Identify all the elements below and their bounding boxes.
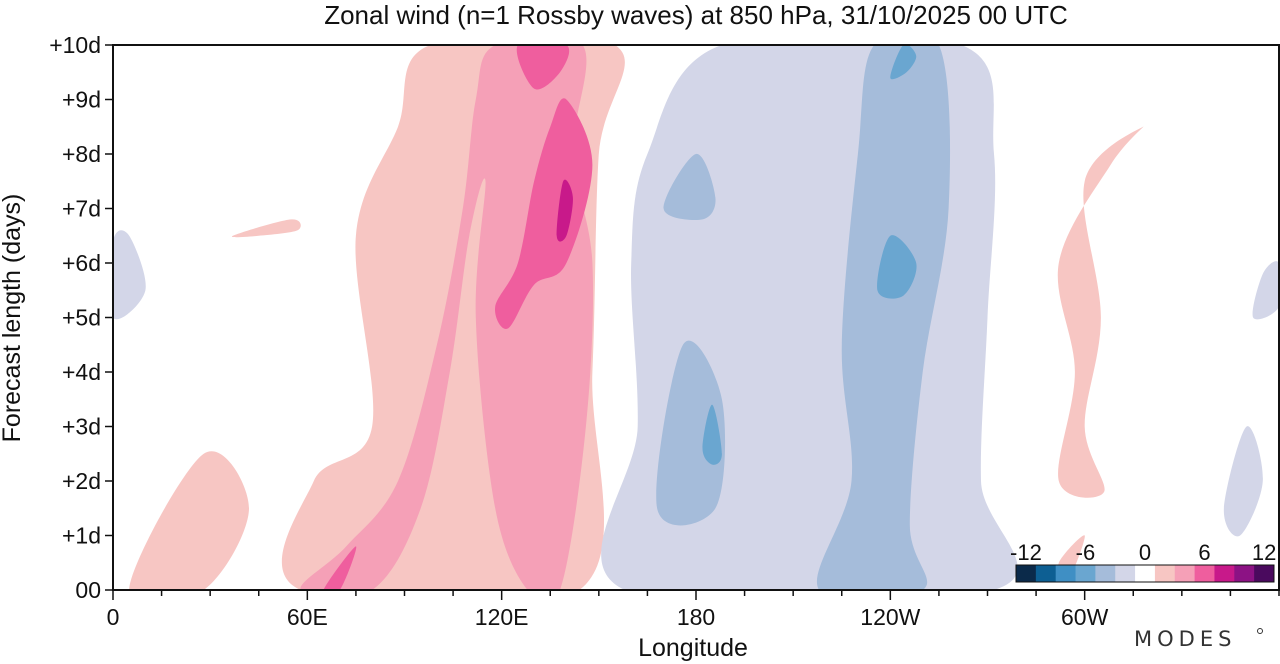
contour-region <box>1057 126 1144 498</box>
y-tick-label: +9d <box>62 87 101 113</box>
contour-region <box>494 98 593 329</box>
colorbar-swatch <box>1115 565 1136 582</box>
colorbar-swatch <box>1154 565 1176 582</box>
colorbar-swatch <box>1055 565 1077 582</box>
x-axis-label: Longitude <box>638 634 748 662</box>
contour-region <box>300 45 594 590</box>
y-tick-label: +8d <box>62 141 101 167</box>
y-tick-label: +2d <box>62 468 101 494</box>
colorbar-legend: -12 -6 0 6 12 <box>1010 540 1276 583</box>
contour-region <box>231 219 301 238</box>
y-axis-label: Forecast length (days) <box>0 194 26 443</box>
colorbar-swatch <box>1214 565 1235 582</box>
colorbar-tick-label: 6 <box>1198 540 1210 565</box>
contour-region <box>601 45 1018 590</box>
registered-mark-icon <box>1257 628 1263 634</box>
colorbar-tick-label: 12 <box>1252 540 1276 565</box>
x-tick-label: 60E <box>287 604 328 630</box>
y-tick-label: +6d <box>62 250 101 276</box>
colorbar-swatch <box>1174 565 1196 582</box>
y-tick-label: 00 <box>75 577 101 603</box>
contour-region <box>877 235 917 299</box>
contour-fills <box>113 45 1279 590</box>
contour-region <box>663 153 716 221</box>
contour-region <box>113 230 146 320</box>
x-tick-label: 120E <box>475 604 529 630</box>
y-tick-label: +7d <box>62 196 101 222</box>
y-tick-label: +5d <box>62 305 101 331</box>
colorbar-swatch <box>1135 565 1156 582</box>
contour-region <box>890 45 917 80</box>
chart-title: Zonal wind (n=1 Rossby waves) at 850 hPa… <box>324 0 1068 30</box>
colorbar-swatch <box>1194 565 1215 582</box>
x-axis-ticks: 0 60E 120E 180 120W 60W <box>107 590 1280 630</box>
colorbar-tick-label: -6 <box>1076 540 1096 565</box>
colorbar-swatch <box>1035 565 1057 582</box>
x-tick-label: 60W <box>1061 604 1109 630</box>
y-axis-ticks: 00 +1d +2d +3d +4d +5d +6d +7d +8d +9d +10d <box>49 32 113 603</box>
contour-region <box>516 45 570 90</box>
contour-region <box>323 546 357 590</box>
contour-region <box>817 45 951 590</box>
colorbar-swatch <box>1016 565 1037 582</box>
contour-region <box>702 404 722 465</box>
colorbar-frame <box>1015 564 1275 583</box>
contour-region <box>556 179 573 242</box>
contour-region <box>656 340 726 526</box>
contour-region <box>129 451 249 590</box>
y-tick-label: +4d <box>62 359 101 385</box>
colorbar-swatch <box>1075 565 1096 582</box>
colorbar-swatch <box>1095 565 1116 582</box>
colorbar-tick-label: -12 <box>1010 540 1042 565</box>
contour-region <box>1252 261 1279 320</box>
x-tick-label: 120W <box>860 604 920 630</box>
colorbar-swatch <box>1254 565 1275 582</box>
colorbar-swatch <box>1234 565 1255 582</box>
colorbar-tick-label: 0 <box>1139 540 1151 565</box>
x-tick-label: 180 <box>677 604 715 630</box>
contour-region <box>1223 426 1263 537</box>
modes-logo: MODES <box>1134 627 1236 651</box>
y-tick-label: +3d <box>62 414 101 440</box>
y-tick-label: +1d <box>62 523 101 549</box>
y-tick-label: +10d <box>49 32 101 58</box>
x-tick-label: 0 <box>107 604 120 630</box>
